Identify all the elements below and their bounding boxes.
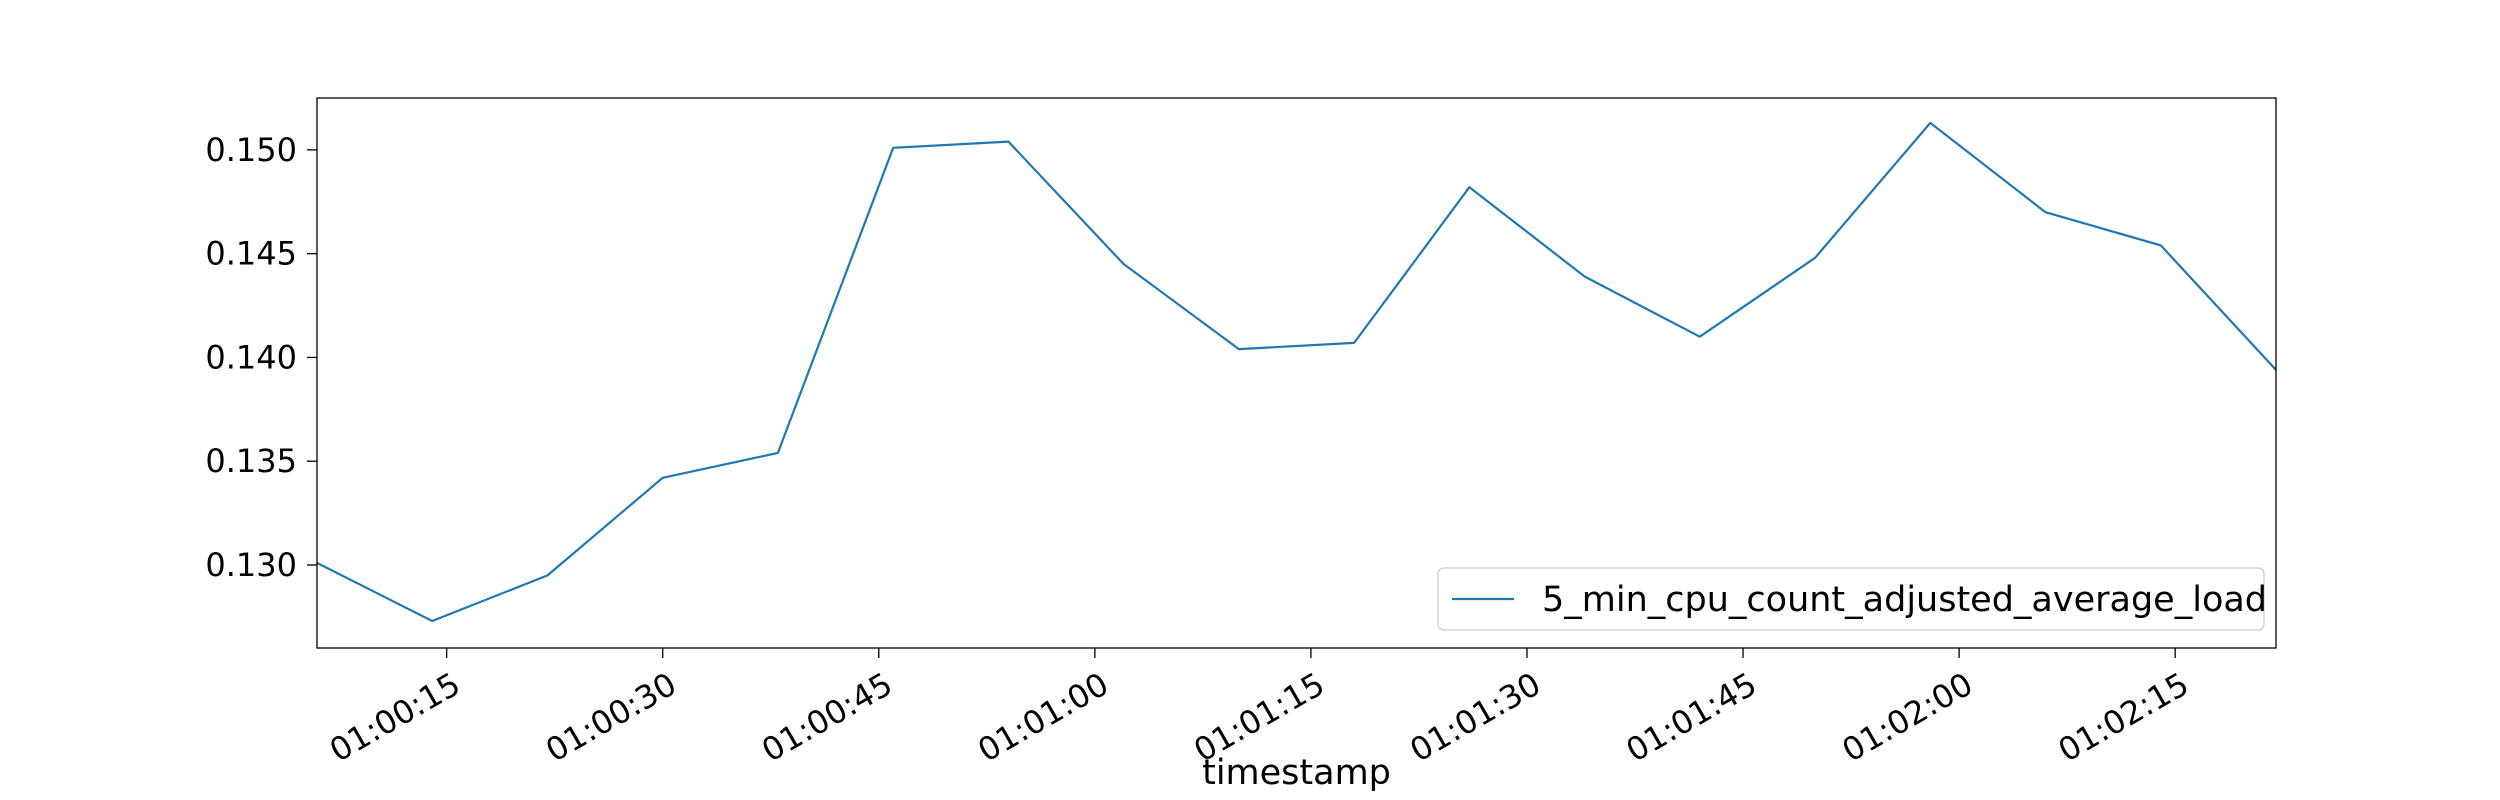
plot-frame [316,97,2277,649]
legend: 5_min_cpu_count_adjusted_average_load [1437,567,2267,631]
y-tick-label: 0.135 [205,442,297,480]
y-axis: 0.130 0.135 0.140 0.145 0.150 [205,131,317,584]
y-tick-label: 0.150 [205,131,297,169]
y-tick-label: 0.140 [205,338,297,376]
y-tick-label: 0.145 [205,235,297,273]
y-tick-label: 0.130 [205,546,297,584]
plot-area [316,97,2277,649]
x-axis-title: timestamp [1202,753,1391,793]
legend-box [1437,567,2265,631]
series-line-0 [316,121,2277,623]
legend-label: 5_min_cpu_count_adjusted_average_load [1542,580,2267,620]
